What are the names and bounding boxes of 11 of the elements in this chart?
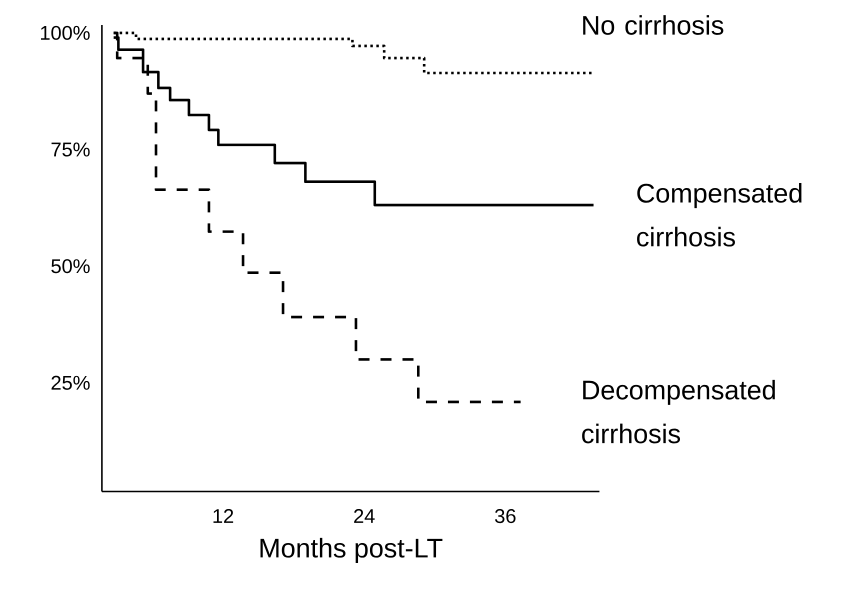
y-tick-label: 50% xyxy=(51,258,90,274)
x-tick-label: 12 xyxy=(213,508,234,523)
x-tick-label: 24 xyxy=(354,508,375,523)
x-axis-title: Months post-LT xyxy=(260,538,442,563)
series-label: No cirrhosis xyxy=(583,14,724,35)
y-tick-label: 75% xyxy=(52,142,90,156)
y-tick-label: 100% xyxy=(41,26,90,40)
x-tick-label: 36 xyxy=(495,508,516,523)
series-label: Compensated cirrhosis xyxy=(637,182,802,246)
text: Decompensated cirrhosis xyxy=(582,380,775,444)
y-tick-label: 25% xyxy=(52,376,90,390)
